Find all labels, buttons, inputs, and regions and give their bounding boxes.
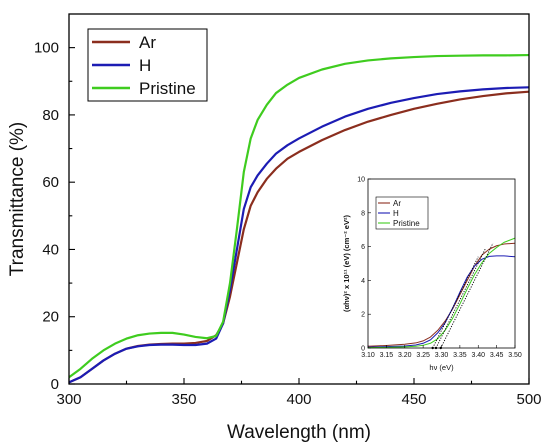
main-y-tick-label: 40 — [42, 241, 59, 258]
main-y-tick-label: 0 — [51, 376, 59, 393]
main-x-axis-title: Wavelength (nm) — [227, 422, 371, 443]
main-y-axis-title: Transmittance (%) — [7, 122, 28, 277]
main-series-line-pristine — [68, 53, 530, 379]
main-y-tick-label: 60 — [42, 174, 59, 191]
inset-x-tick-label: 3.30 — [435, 352, 449, 359]
inset-series-line-pristine — [367, 237, 516, 349]
inset-x-tick-label: 3.35 — [453, 352, 467, 359]
main-y-tick-label: 100 — [34, 40, 59, 57]
inset-y-tick-label: 4 — [361, 278, 365, 285]
inset-y-tick-label: 10 — [357, 177, 365, 184]
inset-y-tick-label: 8 — [361, 210, 365, 217]
inset-x-tick-label: 3.20 — [398, 352, 412, 359]
inset-y-tick-label: 6 — [361, 244, 365, 251]
main-x-tick-label: 400 — [286, 391, 311, 408]
inset-x-axis-title: hν (eV) — [429, 363, 454, 372]
inset-x-tick-label: 3.45 — [490, 352, 504, 359]
inset-legend-label-pristine: Pristine — [393, 219, 420, 228]
main-x-tick-label: 500 — [516, 391, 541, 408]
main-x-axis: 300 350 400 450 500 — [56, 378, 542, 408]
inset-x-tick-label: 3.50 — [508, 352, 522, 359]
main-y-tick-label: 80 — [42, 107, 59, 124]
inset-x-tick-label: 3.15 — [380, 352, 394, 359]
main-x-tick-label: 350 — [171, 391, 196, 408]
main-series-group — [68, 53, 530, 384]
main-legend: Ar H Pristine — [87, 28, 208, 102]
inset-legend-label-h: H — [393, 209, 399, 218]
main-y-tick-label: 20 — [42, 309, 59, 326]
inset-x-tick-label: 3.40 — [471, 352, 485, 359]
main-x-tick-label: 300 — [56, 391, 81, 408]
main-legend-label-pristine: Pristine — [139, 79, 196, 98]
inset-x-tick-label: 3.25 — [416, 352, 430, 359]
inset-y-tick-label: 2 — [361, 312, 365, 319]
inset-x-tick-label: 3.10 — [361, 352, 375, 359]
inset-fit-line — [435, 248, 487, 349]
main-y-axis: 0 20 40 60 80 100 — [34, 40, 75, 393]
inset-y-axis: 0 2 4 6 8 10 — [357, 177, 371, 353]
inset-tauc-plot: 3.10 3.15 3.20 3.25 3.30 3.35 3.40 3.45 3.50 0 2 4… — [342, 177, 522, 373]
inset-x-axis: 3.10 3.15 3.20 3.25 3.30 3.35 3.40 3.45 3.50 — [361, 345, 522, 359]
inset-y-axis-title: (αhν)² x 10¹¹ (eV) (cm⁻² eV²) — [342, 215, 351, 312]
inset-y-tick-label: 0 — [361, 346, 365, 353]
main-legend-label-h: H — [139, 56, 151, 75]
main-x-tick-label: 450 — [401, 391, 426, 408]
main-legend-label-ar: Ar — [139, 33, 156, 52]
inset-legend-label-ar: Ar — [393, 199, 401, 208]
main-series-line-h — [68, 86, 530, 384]
